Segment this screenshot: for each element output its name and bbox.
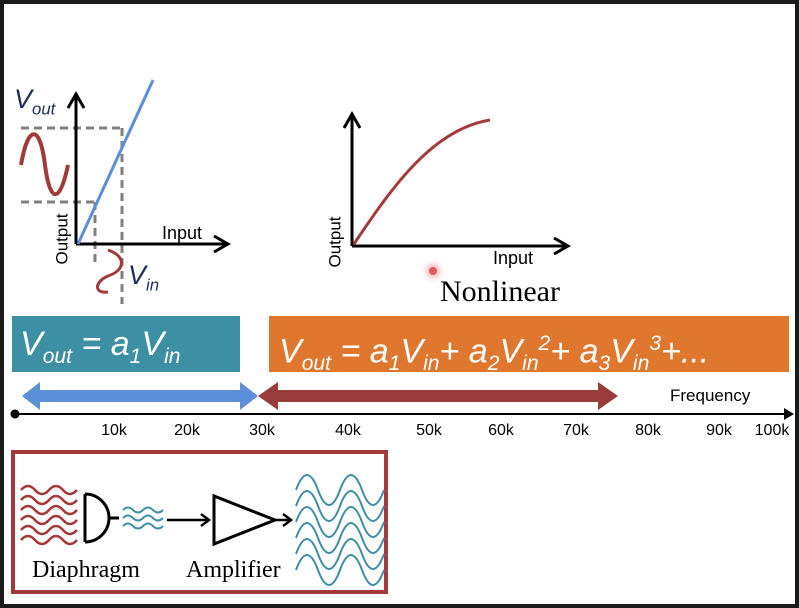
frequency-tick-label: 70k: [563, 422, 589, 439]
frequency-tick-label: 50k: [416, 422, 442, 439]
cursor-dot: [429, 267, 437, 275]
signal-chain-diagram: [20, 474, 385, 586]
diaphragm-label: Diaphragm: [32, 557, 140, 583]
frequency-tick-label: 100k: [754, 422, 790, 439]
linear-equation-box: Vout = a1Vin: [12, 316, 240, 372]
frequency-tick-label: 90k: [706, 422, 732, 439]
amplifier-icon: [212, 493, 280, 547]
incoming-sound-waves: [20, 484, 78, 546]
nonlinear-y-axis-label: Output: [325, 216, 345, 268]
nonlinear-equation-box: Vout = a1Vin+ a2Vin2+ a3Vin3+...: [269, 316, 789, 375]
frequency-axis-label: Frequency: [670, 386, 751, 405]
electrical-signal-waves: [122, 506, 164, 530]
linear-guides: [21, 126, 124, 304]
vin-label: Vin: [128, 260, 160, 295]
output-sine-wave: [19, 132, 70, 197]
linear-x-axis-label: Input: [162, 223, 203, 243]
frequency-tick-label: 40k: [335, 422, 361, 439]
amplifier-label: Amplifier: [186, 557, 281, 583]
linear-plot: [19, 79, 232, 304]
linear-transfer-line: [76, 79, 155, 245]
frequency-axis: [10, 382, 794, 420]
frequency-tick-label: 20k: [174, 422, 200, 439]
diaphragm-icon: [83, 492, 119, 544]
linear-range-arrow: [22, 382, 258, 410]
linear-axes: [66, 90, 232, 254]
nonlinear-axes: [342, 110, 572, 256]
linear-y-axis-label: Output: [52, 213, 72, 265]
frequency-tick-label: 30k: [249, 422, 275, 439]
nonlinear-x-axis-label: Input: [493, 248, 534, 268]
amplified-waves: [295, 474, 385, 586]
nonlinear-transfer-curve: [352, 118, 491, 245]
vout-label: Vout: [14, 84, 56, 119]
input-sine-wave: [96, 248, 123, 294]
signal-chain-box: [11, 450, 388, 594]
nonlinear-range-arrow: [258, 382, 618, 410]
frequency-tick-label: 80k: [635, 422, 661, 439]
frequency-tick-label: 10k: [101, 422, 127, 439]
axis-origin-dot: [10, 409, 20, 419]
nonlinear-plot: [342, 110, 572, 256]
frequency-tick-label: 60k: [488, 422, 514, 439]
slide: Vout Vin Input Output Input Output Nonli…: [4, 4, 795, 604]
nonlinear-caption: Nonlinear: [440, 275, 560, 308]
